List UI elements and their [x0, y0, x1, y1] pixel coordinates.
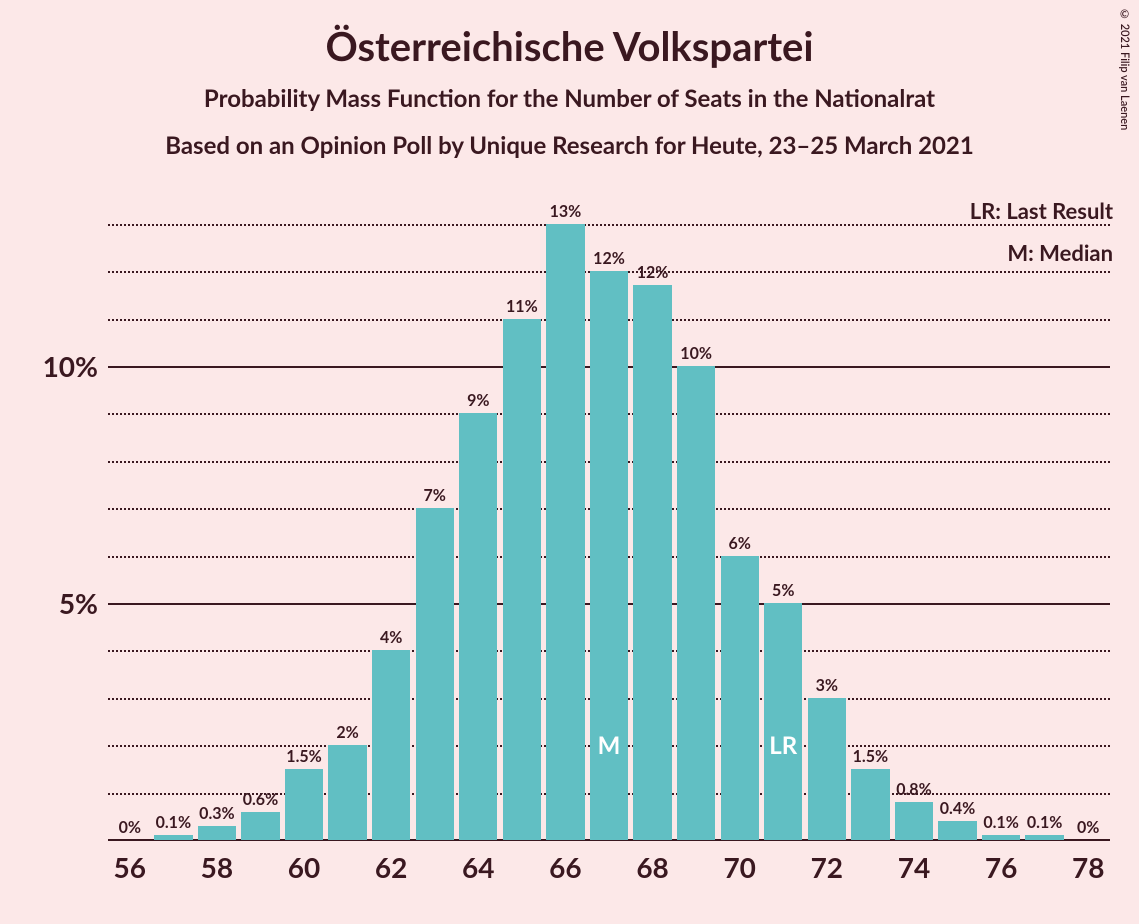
gridline-minor — [108, 224, 1110, 226]
chart-subtitle-1: Probability Mass Function for the Number… — [0, 84, 1139, 113]
bar-value-label: 7% — [424, 486, 446, 505]
y-axis-label: 5% — [59, 586, 98, 620]
bar — [721, 556, 759, 840]
bar — [372, 650, 410, 840]
bar — [982, 835, 1020, 840]
x-axis-label: 74 — [898, 850, 930, 884]
bar-value-label: 0.3% — [199, 804, 234, 823]
bar-value-label: 5% — [772, 581, 794, 600]
bar-value-label: 0% — [1077, 818, 1099, 837]
x-axis-label: 70 — [723, 850, 755, 884]
y-axis-label: 10% — [43, 349, 98, 383]
bar — [895, 802, 933, 840]
bar — [459, 413, 497, 840]
bar — [938, 821, 976, 840]
bar — [1025, 835, 1063, 840]
bar — [764, 603, 802, 840]
bar — [851, 769, 889, 840]
x-axis-label: 56 — [114, 850, 146, 884]
bar-value-label: 2% — [336, 723, 358, 742]
bar — [198, 826, 236, 840]
chart-plot-area: 5% 10% 0% 0.1% 0.3% 0.6% 1.5% 2% 4% 7% 9% 11% 13% 12%… — [108, 200, 1110, 840]
bar-value-label: 0.1% — [1027, 813, 1062, 832]
bar-annotation: LR — [769, 731, 797, 760]
bar-value-label: 12% — [637, 263, 669, 282]
x-axis-label: 66 — [549, 850, 581, 884]
bar-annotation: M — [598, 731, 621, 760]
bar-value-label: 0.1% — [983, 813, 1018, 832]
bar-value-label: 4% — [380, 628, 402, 647]
bar-value-label: 11% — [506, 297, 538, 316]
bar-value-label: 1.5% — [853, 747, 888, 766]
bar — [328, 745, 366, 840]
bar — [546, 224, 584, 840]
chart-title: Österreichische Volkspartei — [0, 0, 1139, 70]
x-axis-label: 72 — [811, 850, 843, 884]
bar-value-label: 0% — [119, 818, 141, 837]
bar — [633, 285, 671, 840]
x-axis-label: 62 — [375, 850, 407, 884]
bar — [677, 366, 715, 840]
x-axis-label: 68 — [636, 850, 668, 884]
copyright-text: © 2021 Filip van Laenen — [1118, 8, 1131, 130]
x-axis-label: 60 — [288, 850, 320, 884]
bar-value-label: 1.5% — [286, 747, 321, 766]
bar-value-label: 12% — [593, 249, 625, 268]
bar-value-label: 13% — [550, 202, 582, 221]
bar-value-label: 0.8% — [896, 780, 931, 799]
bar — [503, 319, 541, 840]
bar — [808, 698, 846, 840]
bar-value-label: 0.1% — [156, 813, 191, 832]
bar-value-label: 0.6% — [243, 790, 278, 809]
bar-value-label: 9% — [467, 391, 489, 410]
bar-value-label: 3% — [816, 676, 838, 695]
bar — [285, 769, 323, 840]
x-axis-label: 76 — [985, 850, 1017, 884]
chart-subtitle-2: Based on an Opinion Poll by Unique Resea… — [0, 131, 1139, 160]
bar-value-label: 0.4% — [940, 799, 975, 818]
bar-value-label: 10% — [680, 344, 712, 363]
bar-value-label: 6% — [728, 534, 750, 553]
bar — [154, 835, 192, 840]
bar — [416, 508, 454, 840]
x-axis-label: 58 — [201, 850, 233, 884]
x-axis-label: 64 — [462, 850, 494, 884]
bar — [241, 812, 279, 840]
x-axis-label: 78 — [1072, 850, 1104, 884]
